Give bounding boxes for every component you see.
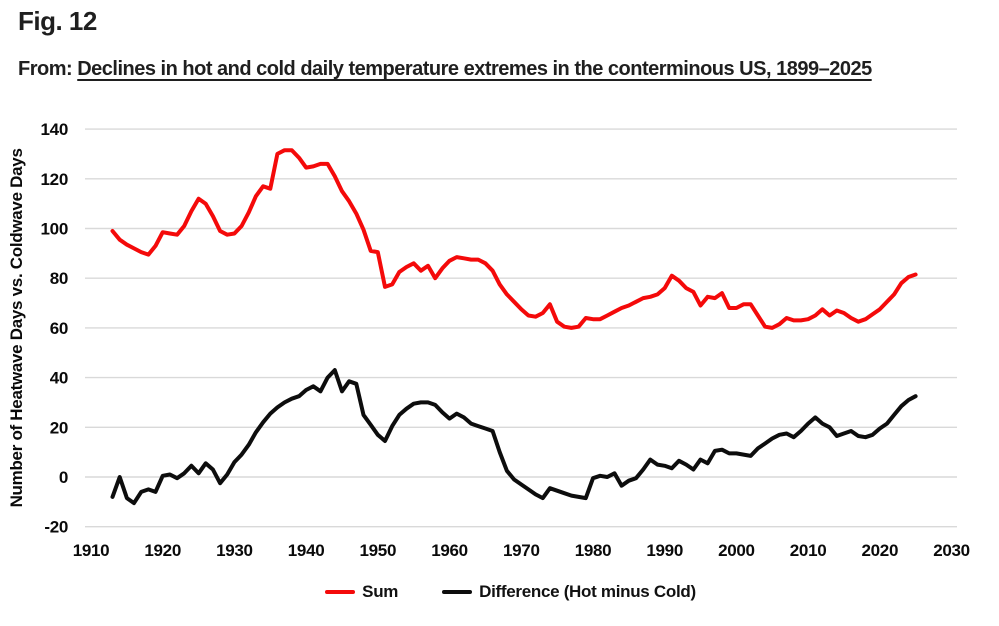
figure-label: Fig. 12 bbox=[18, 6, 97, 36]
y-axis-title: Number of Heatwave Days vs. Coldwave Day… bbox=[7, 148, 26, 507]
series-line-sum bbox=[110, 148, 918, 330]
x-tick-label: 2010 bbox=[790, 541, 827, 560]
difference-line-swatch bbox=[442, 590, 473, 594]
x-tick-label: 1940 bbox=[288, 541, 325, 560]
x-tick-label: 1960 bbox=[431, 541, 468, 560]
source-citation: From: Declines in hot and cold daily tem… bbox=[18, 54, 966, 84]
x-tick-label: 1970 bbox=[503, 541, 540, 560]
x-tick-label: 2020 bbox=[861, 541, 898, 560]
y-tick-label: 100 bbox=[41, 220, 68, 239]
source-title-link[interactable]: Declines in hot and cold daily temperatu… bbox=[77, 58, 872, 80]
x-tick-label: 1910 bbox=[73, 541, 110, 560]
y-tick-label: 20 bbox=[50, 418, 68, 437]
x-tick-label: 2000 bbox=[718, 541, 755, 560]
chart-legend: Sum Difference (Hot minus Cold) bbox=[0, 579, 999, 605]
legend-item-difference: Difference (Hot minus Cold) bbox=[442, 582, 696, 602]
y-tick-label: 140 bbox=[41, 120, 68, 139]
y-tick-label: 40 bbox=[50, 369, 68, 388]
legend-label-sum: Sum bbox=[362, 582, 399, 601]
sum-line-swatch bbox=[325, 590, 356, 594]
series-line-difference-hot-minus-cold bbox=[110, 368, 918, 506]
y-tick-label: 120 bbox=[41, 170, 68, 189]
legend-item-sum: Sum bbox=[325, 582, 398, 602]
x-tick-label: 1920 bbox=[144, 541, 181, 560]
y-tick-label: 80 bbox=[50, 269, 68, 288]
y-tick-label: 0 bbox=[59, 468, 68, 487]
x-tick-label: 1930 bbox=[216, 541, 253, 560]
legend-label-difference: Difference (Hot minus Cold) bbox=[479, 582, 696, 601]
x-tick-label: 1990 bbox=[646, 541, 683, 560]
source-prefix: From: bbox=[18, 58, 73, 80]
x-tick-label: 1950 bbox=[359, 541, 396, 560]
x-tick-label: 1980 bbox=[575, 541, 612, 560]
y-tick-label: 60 bbox=[50, 319, 68, 338]
x-tick-label: 2030 bbox=[933, 541, 970, 560]
y-tick-label: -20 bbox=[44, 518, 68, 537]
